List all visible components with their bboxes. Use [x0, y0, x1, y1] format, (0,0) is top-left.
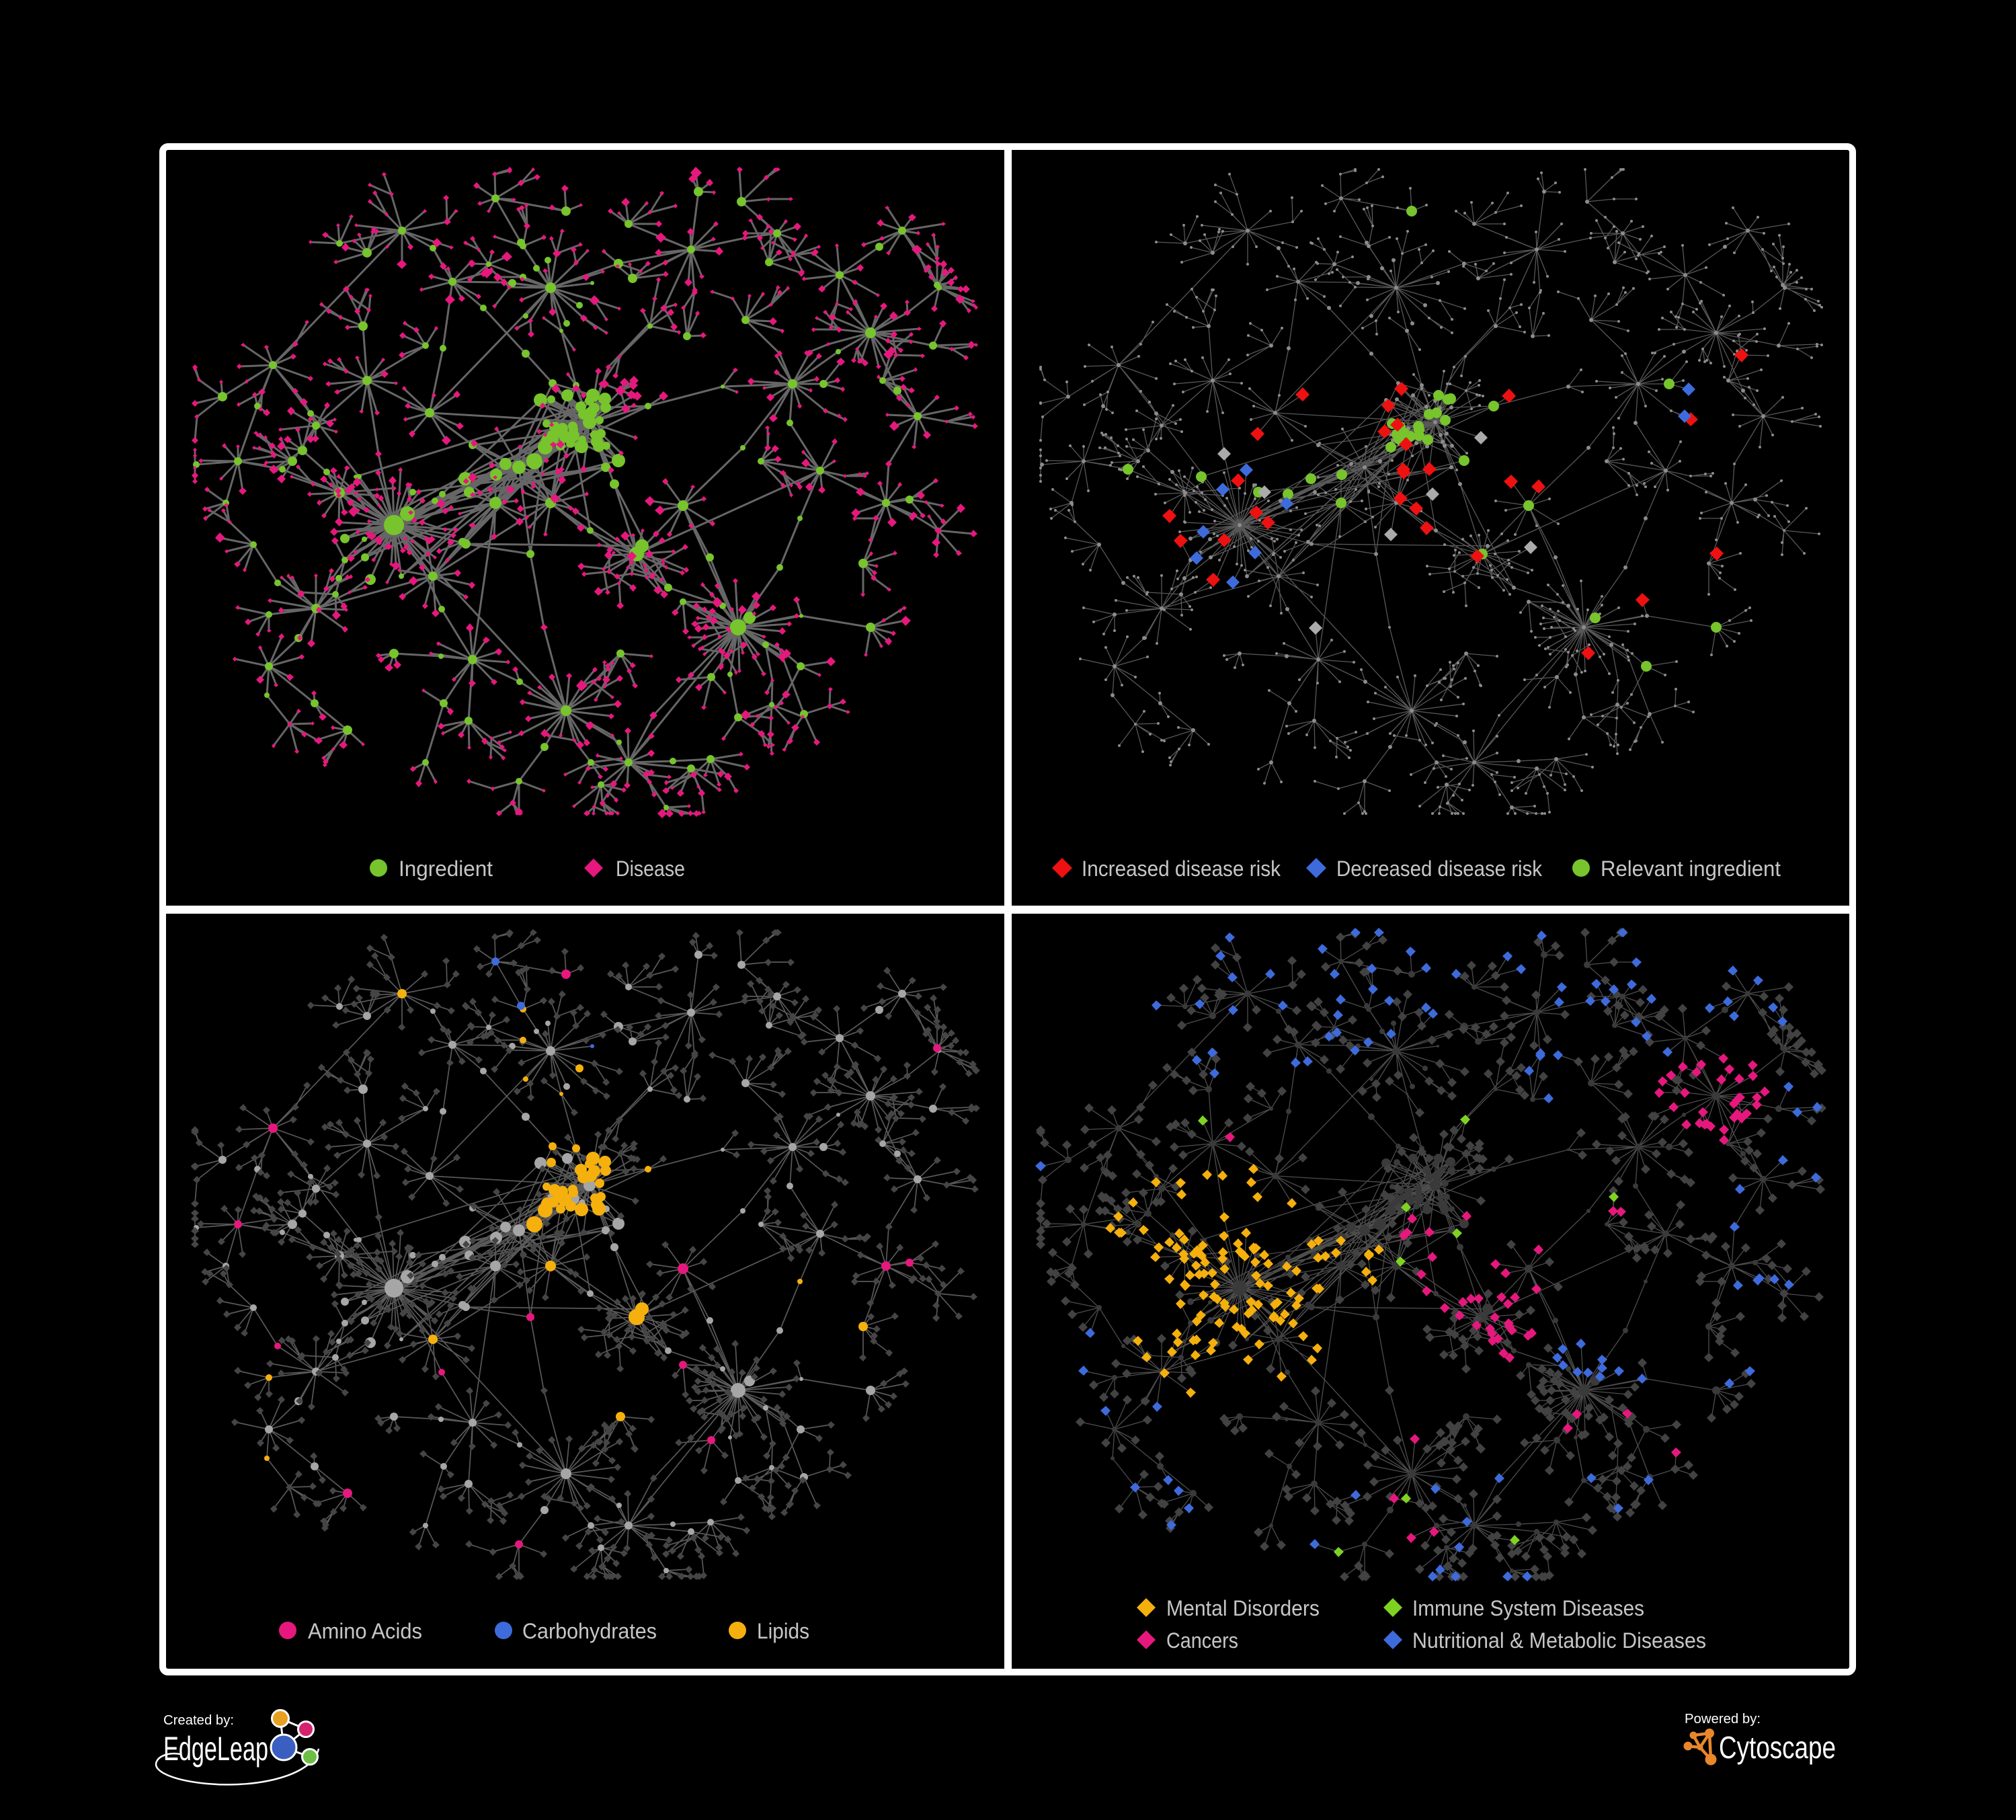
svg-text:Amino Acids: Amino Acids	[308, 1619, 422, 1643]
svg-text:Increased disease risk: Increased disease risk	[1082, 857, 1281, 881]
svg-text:Mental Disorders: Mental Disorders	[1166, 1596, 1320, 1620]
svg-text:Immune System Diseases: Immune System Diseases	[1412, 1596, 1644, 1620]
svg-text:EdgeLeap: EdgeLeap	[163, 1730, 268, 1768]
svg-text:Powered by:: Powered by:	[1685, 1712, 1761, 1727]
svg-text:Ingredient: Ingredient	[399, 857, 493, 881]
svg-text:Relevant ingredient: Relevant ingredient	[1601, 857, 1781, 881]
svg-text:Decreased disease risk: Decreased disease risk	[1336, 857, 1543, 881]
svg-text:Cytoscape: Cytoscape	[1719, 1730, 1836, 1765]
svg-text:Carbohydrates: Carbohydrates	[522, 1619, 657, 1643]
svg-text:Cancers: Cancers	[1166, 1628, 1238, 1653]
svg-text:Nutritional & Metabolic Diseas: Nutritional & Metabolic Diseases	[1412, 1628, 1706, 1653]
svg-text:Lipids: Lipids	[757, 1619, 809, 1643]
svg-text:Created by:: Created by:	[163, 1713, 234, 1728]
svg-text:Disease: Disease	[616, 857, 685, 881]
